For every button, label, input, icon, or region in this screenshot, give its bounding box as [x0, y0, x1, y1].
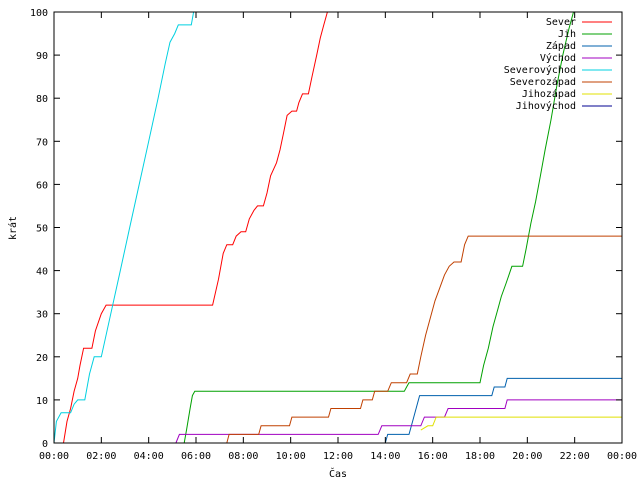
x-tick-label: 12:00	[323, 451, 353, 462]
legend: SeverJihZápadVýchodSeverovýchodSeverozáp…	[504, 17, 612, 112]
series-line	[53, 11, 195, 444]
y-tick-label: 60	[36, 180, 48, 191]
legend-label: Sever	[546, 17, 576, 28]
x-axis-label: Čas	[329, 467, 347, 480]
y-tick-label: 80	[36, 94, 48, 105]
y-tick-label: 30	[36, 310, 48, 321]
legend-label: Východ	[540, 52, 576, 64]
series-line	[420, 416, 622, 431]
series-line	[384, 377, 622, 444]
legend-label: Severovýchod	[504, 64, 576, 76]
x-tick-label: 18:00	[465, 451, 495, 462]
x-tick-label: 00:00	[607, 451, 637, 462]
legend-label: Jihovýchod	[516, 100, 576, 112]
x-tick-label: 22:00	[560, 451, 590, 462]
y-tick-label: 100	[30, 8, 48, 19]
plot-border	[53, 11, 623, 444]
y-tick-label: 10	[36, 396, 48, 407]
legend-label: Jihozápad	[522, 88, 576, 100]
series-line	[175, 399, 622, 444]
x-tick-label: 14:00	[370, 451, 400, 462]
x-tick-label: 20:00	[512, 451, 542, 462]
series-line	[63, 11, 328, 444]
y-tick-label: 0	[42, 439, 48, 450]
series-layer	[53, 11, 622, 444]
legend-label: Severozápad	[510, 76, 576, 88]
x-tick-label: 08:00	[228, 451, 258, 462]
x-tick-label: 02:00	[86, 451, 116, 462]
x-tick-label: 16:00	[418, 451, 448, 462]
x-tick-label: 00:00	[39, 451, 69, 462]
x-tick-label: 04:00	[134, 451, 164, 462]
x-tick-label: 10:00	[276, 451, 306, 462]
y-tick-label: 90	[36, 51, 48, 62]
series-line	[226, 235, 622, 444]
y-tick-label: 50	[36, 224, 48, 235]
y-axis-label: krát	[7, 216, 19, 240]
axis-layer: 0 10 20 30 40 50 60 70 80 90 100 00:00 02:00 04:00 06:…	[30, 8, 637, 462]
y-tick-label: 20	[36, 353, 48, 364]
x-tick-label: 06:00	[181, 451, 211, 462]
y-tick-label: 70	[36, 137, 48, 148]
legend-label: Jih	[558, 29, 576, 40]
series-line	[183, 11, 574, 444]
y-tick-label: 40	[36, 267, 48, 278]
legend-label: Západ	[546, 40, 576, 52]
